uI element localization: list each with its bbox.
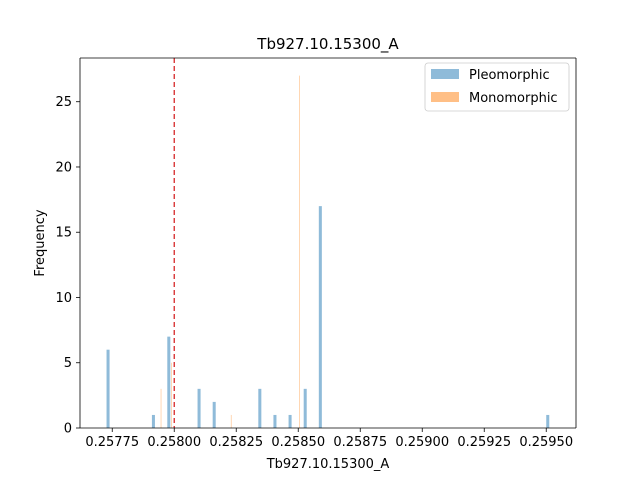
x-tick-label: 0.25800 <box>147 435 201 450</box>
legend-label-monomorphic: Monomorphic <box>469 91 558 106</box>
histogram-bar <box>318 206 322 428</box>
bars-layer <box>106 75 550 428</box>
x-tick-label: 0.25875 <box>333 435 387 450</box>
series-pleomorphic <box>106 206 550 428</box>
histogram-bar <box>288 414 292 428</box>
legend-label-pleomorphic: Pleomorphic <box>469 68 550 83</box>
y-axis-label: Frequency <box>33 209 48 276</box>
histogram-bar <box>167 336 171 428</box>
histogram-bar <box>273 414 277 428</box>
x-tick-label: 0.25775 <box>85 435 139 450</box>
x-ticks: 0.25775 0.25800 0.25825 0.25850 0.25875 0.259… <box>85 428 573 450</box>
legend-swatch-monomorphic <box>431 92 459 102</box>
x-tick-label: 0.25900 <box>395 435 449 450</box>
plot-frame <box>79 57 577 429</box>
histogram-bar <box>258 388 262 428</box>
y-tick-label: 0 <box>64 422 72 437</box>
x-axis-label: Tb927.10.15300_A <box>266 457 390 472</box>
legend-frame <box>424 62 570 112</box>
legend: Pleomorphic Monomorphic <box>424 62 570 112</box>
histogram-bar <box>303 388 307 428</box>
y-tick-label: 25 <box>55 95 72 110</box>
histogram-bar <box>546 414 550 428</box>
histogram-bar <box>171 362 172 428</box>
x-tick-label: 0.25925 <box>457 435 511 450</box>
histogram-bar <box>230 414 232 428</box>
histogram-bar <box>197 388 201 428</box>
chart-title: Tb927.10.15300_A <box>256 35 399 54</box>
y-ticks: 0 5 10 15 20 25 <box>55 95 80 437</box>
histogram-bar <box>299 75 300 428</box>
y-tick-label: 20 <box>55 160 72 175</box>
y-tick-label: 10 <box>55 291 72 306</box>
y-tick-label: 15 <box>55 226 72 241</box>
series-monomorphic <box>160 75 300 428</box>
histogram-bar <box>106 349 110 428</box>
legend-swatch-pleomorphic <box>431 69 459 79</box>
x-tick-label: 0.25950 <box>519 435 573 450</box>
x-tick-label: 0.25850 <box>271 435 325 450</box>
plot-area <box>80 58 576 428</box>
histogram-bar <box>160 388 162 428</box>
y-tick-label: 5 <box>64 356 72 371</box>
histogram-bar <box>151 414 155 428</box>
x-tick-label: 0.25825 <box>209 435 263 450</box>
histogram-bar <box>212 401 216 428</box>
